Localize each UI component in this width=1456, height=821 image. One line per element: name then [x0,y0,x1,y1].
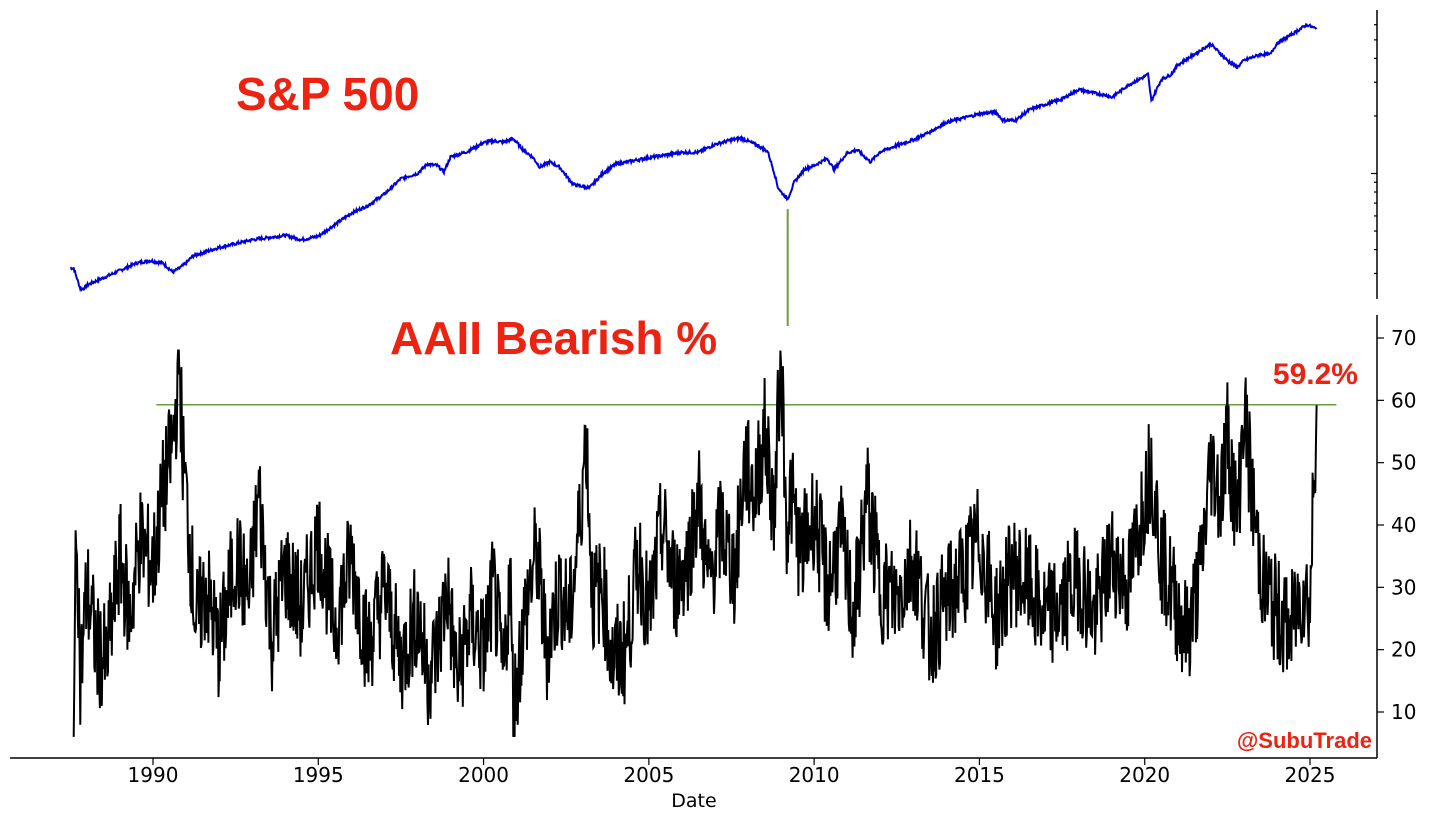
x-tick-label: 2025 [1285,763,1336,787]
y-tick-label: 70 [1391,326,1416,350]
x-tick-label: 2005 [623,763,674,787]
x-tick-label: 2010 [789,763,840,787]
y-axis-ticks: 10 20 30 40 50 60 70 [1377,326,1416,724]
aaii-title: AAII Bearish % [390,312,717,364]
x-tick-label: 1990 [128,763,179,787]
y-tick-label: 10 [1391,700,1416,724]
y-tick-label: 40 [1391,513,1416,537]
watermark: @SubuTrade [1237,728,1372,753]
sp500-title: S&P 500 [236,68,419,120]
y-tick-label: 60 [1391,388,1416,412]
y-tick-label: 50 [1391,451,1416,475]
x-axis-title: Date [671,790,716,812]
x-tick-label: 1995 [293,763,344,787]
aaii-series-line [72,349,1318,737]
aaii-panel: 1990 1995 2000 2005 2010 2015 2020 2025 10 20 30 4… [10,312,1416,812]
x-tick-label: 2000 [458,763,509,787]
x-axis-ticks: 1990 1995 2000 2005 2010 2015 2020 2025 [128,758,1336,787]
x-tick-label: 2015 [954,763,1005,787]
x-tick-label: 2020 [1119,763,1170,787]
y-tick-label: 20 [1391,638,1416,662]
sp500-panel: S&P 500 [70,10,1378,299]
current-value-annotation: 59.2% [1273,358,1358,391]
sp500-log-ticks [1371,24,1377,275]
sp500-series-line [70,22,1318,293]
y-tick-label: 30 [1391,575,1416,599]
